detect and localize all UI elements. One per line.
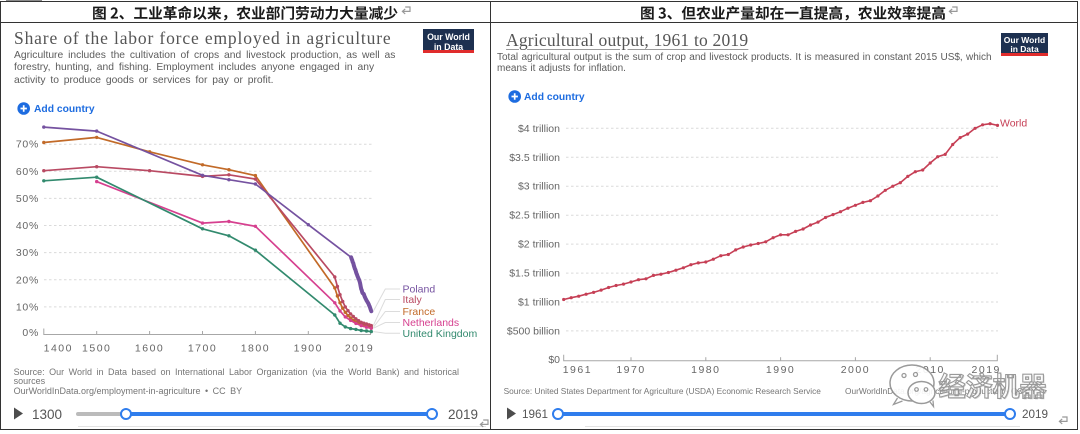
svg-text:World: World: [1000, 118, 1027, 130]
svg-text:$1 trillion: $1 trillion: [518, 297, 560, 309]
svg-text:France: France: [403, 306, 436, 318]
svg-text:2019: 2019: [345, 343, 374, 355]
svg-text:1700: 1700: [188, 343, 217, 355]
svg-text:20%: 20%: [16, 274, 39, 286]
svg-text:60%: 60%: [16, 166, 39, 178]
svg-text:1980: 1980: [691, 364, 720, 376]
svg-text:$3.5 trillion: $3.5 trillion: [509, 152, 560, 164]
svg-text:50%: 50%: [16, 193, 39, 205]
svg-text:Netherlands: Netherlands: [403, 317, 460, 329]
svg-text:$4 trillion: $4 trillion: [518, 123, 560, 135]
svg-text:2019: 2019: [972, 364, 1001, 376]
svg-text:United Kingdom: United Kingdom: [403, 328, 478, 340]
svg-text:0%: 0%: [22, 327, 39, 339]
svg-text:$2.5 trillion: $2.5 trillion: [509, 210, 560, 222]
svg-text:$2 trillion: $2 trillion: [518, 239, 560, 251]
svg-text:30%: 30%: [16, 247, 39, 259]
svg-text:1900: 1900: [294, 343, 323, 355]
svg-text:$1.5 trillion: $1.5 trillion: [509, 268, 560, 280]
svg-text:$3 trillion: $3 trillion: [518, 181, 560, 193]
svg-text:$500 billion: $500 billion: [507, 325, 560, 337]
svg-text:$0: $0: [548, 354, 560, 366]
svg-text:Italy: Italy: [403, 294, 423, 306]
svg-text:1600: 1600: [135, 343, 164, 355]
svg-text:1990: 1990: [766, 364, 795, 376]
svg-text:1800: 1800: [241, 343, 270, 355]
svg-text:2000: 2000: [841, 364, 870, 376]
svg-text:40%: 40%: [16, 220, 39, 232]
svg-text:Poland: Poland: [403, 284, 436, 296]
svg-text:1961: 1961: [563, 364, 592, 376]
svg-text:1970: 1970: [616, 364, 645, 376]
svg-text:70%: 70%: [16, 139, 39, 151]
svg-text:1500: 1500: [82, 343, 111, 355]
svg-text:1400: 1400: [44, 343, 73, 355]
svg-text:10%: 10%: [16, 301, 39, 313]
